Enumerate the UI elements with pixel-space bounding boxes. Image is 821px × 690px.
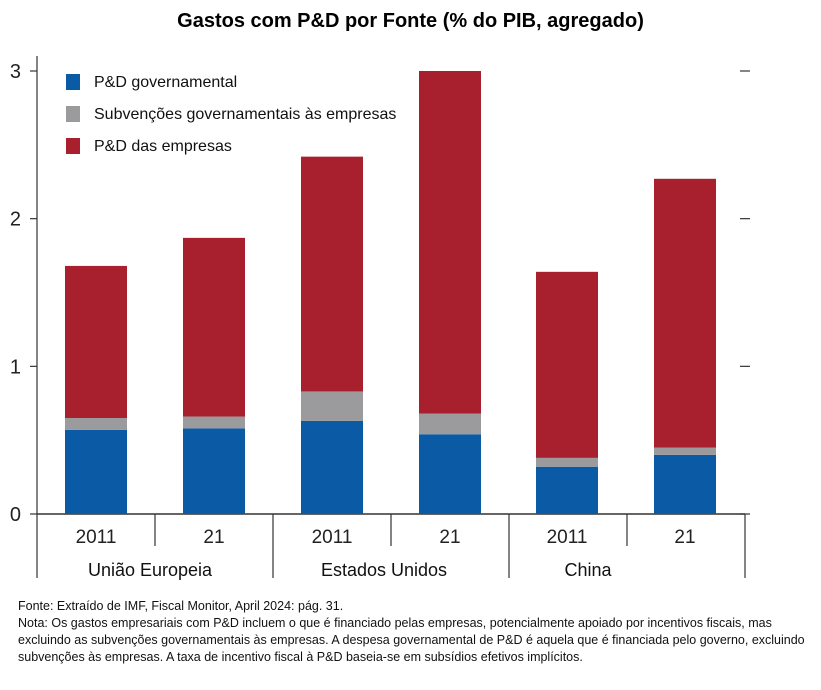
bar-segment <box>419 71 481 414</box>
x-tick-label: 2011 <box>312 527 353 548</box>
bar-segment <box>536 457 598 467</box>
explanatory-note: Nota: Os gastos empresariais com P&D inc… <box>18 616 805 664</box>
group-label: Estados Unidos <box>321 560 447 580</box>
bar-segment <box>65 265 127 419</box>
bar-segment <box>301 156 363 392</box>
bar-segment <box>183 237 245 417</box>
bar-segment <box>536 466 598 514</box>
group-label: União Europeia <box>88 560 213 580</box>
bar-segment <box>65 429 127 514</box>
legend-swatch <box>66 138 80 154</box>
chart-title: Gastos com P&D por Fonte (% do PIB, agre… <box>177 10 644 32</box>
legend: P&D governamental Subvenções governamenta… <box>66 74 396 155</box>
bar-segment <box>654 447 716 455</box>
legend-label: P&D governamental <box>94 74 237 91</box>
legend-swatch <box>66 106 80 122</box>
bar-segment <box>65 418 127 430</box>
stacked-bar-chart: 0 1 2 3 2011 21 2011 21 2011 21 União Europeia Est… <box>10 56 750 580</box>
group-label: China <box>564 560 612 580</box>
x-tick-label: 21 <box>439 527 460 548</box>
bar-segment <box>654 454 716 514</box>
y-tick-label: 0 <box>10 504 21 526</box>
bars <box>65 71 716 514</box>
x-tick-label: 21 <box>203 527 224 548</box>
bar-segment <box>654 178 716 448</box>
x-axis-labels: 2011 21 2011 21 2011 21 União Europeia Estados … <box>36 514 746 580</box>
y-tick-label: 2 <box>10 209 21 231</box>
bar-segment <box>301 420 363 514</box>
legend-swatch <box>66 74 80 90</box>
notes: Fonte: Extraído de IMF, Fiscal Monitor, … <box>18 598 808 666</box>
bar-segment <box>419 434 481 514</box>
legend-label: Subvenções governamentais às empresas <box>94 106 396 123</box>
x-tick-label: 21 <box>674 527 695 548</box>
x-tick-label: 2011 <box>76 527 117 548</box>
x-tick-label: 2011 <box>547 527 588 548</box>
bar-segment <box>183 416 245 429</box>
source-note: Fonte: Extraído de IMF, Fiscal Monitor, … <box>18 599 344 613</box>
y-tick-label: 3 <box>10 61 21 83</box>
bar-segment <box>183 428 245 514</box>
bar-segment <box>419 413 481 435</box>
bar-segment <box>536 271 598 458</box>
bar-segment <box>301 391 363 421</box>
y-tick-label: 1 <box>10 356 21 378</box>
legend-label: P&D das empresas <box>94 138 232 155</box>
